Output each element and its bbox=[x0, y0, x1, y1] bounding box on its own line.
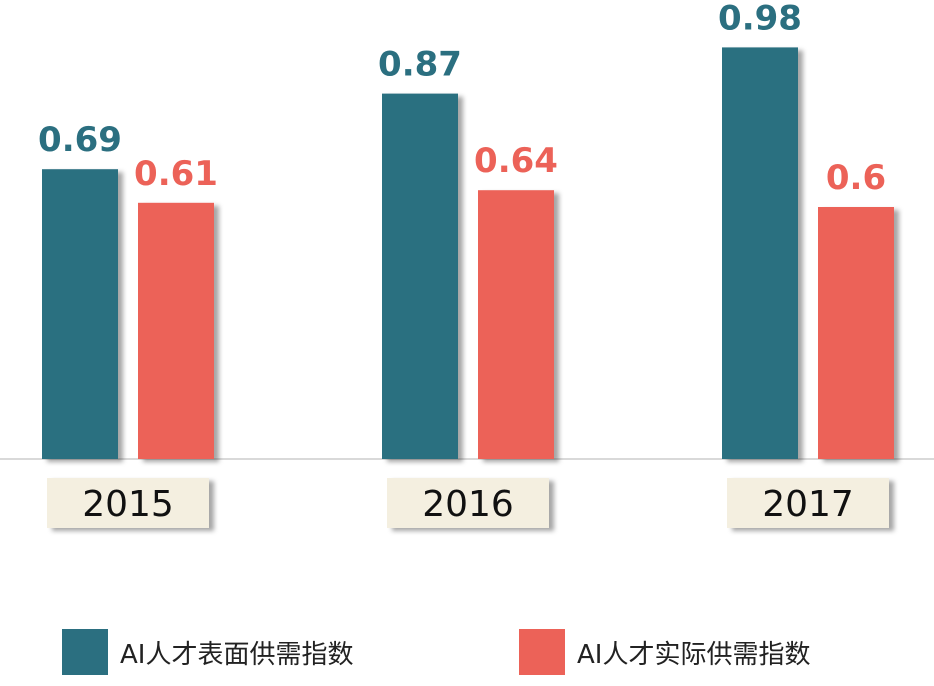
bar-surface-2017 bbox=[722, 47, 798, 460]
data-label-surface-2015: 0.69 bbox=[38, 120, 122, 160]
bar-actual-2017 bbox=[818, 207, 894, 459]
legend: AI人才表面供需指数 AI人才实际供需指数 bbox=[0, 628, 934, 678]
bar-surface-2015 bbox=[42, 169, 118, 459]
category-label-2017: 2017 bbox=[762, 484, 854, 525]
data-label-actual-2017: 0.6 bbox=[826, 158, 886, 198]
legend-swatch-actual-index bbox=[519, 629, 565, 675]
data-label-actual-2016: 0.64 bbox=[474, 141, 558, 181]
category-label-box-2015 bbox=[47, 478, 209, 528]
category-label-box-2017 bbox=[727, 478, 889, 528]
data-label-surface-2017: 0.98 bbox=[718, 0, 802, 38]
category-label-2015: 2015 bbox=[82, 484, 174, 525]
legend-label-surface-index: AI人才表面供需指数 bbox=[120, 639, 354, 670]
bar-actual-2015 bbox=[138, 202, 214, 460]
category-label-box-2016 bbox=[387, 478, 549, 528]
category-label-2016: 2016 bbox=[422, 484, 514, 525]
legend-label-actual-index: AI人才实际供需指数 bbox=[577, 639, 811, 670]
bar-surface-2016 bbox=[382, 93, 458, 459]
legend-item-surface-index: AI人才表面供需指数 bbox=[62, 628, 353, 676]
bar-actual-2016 bbox=[478, 190, 554, 459]
legend-item-actual-index: AI人才实际供需指数 bbox=[519, 628, 810, 676]
data-label-actual-2015: 0.61 bbox=[134, 154, 218, 194]
data-label-surface-2016: 0.87 bbox=[378, 45, 462, 85]
legend-swatch-surface-index bbox=[62, 629, 108, 675]
